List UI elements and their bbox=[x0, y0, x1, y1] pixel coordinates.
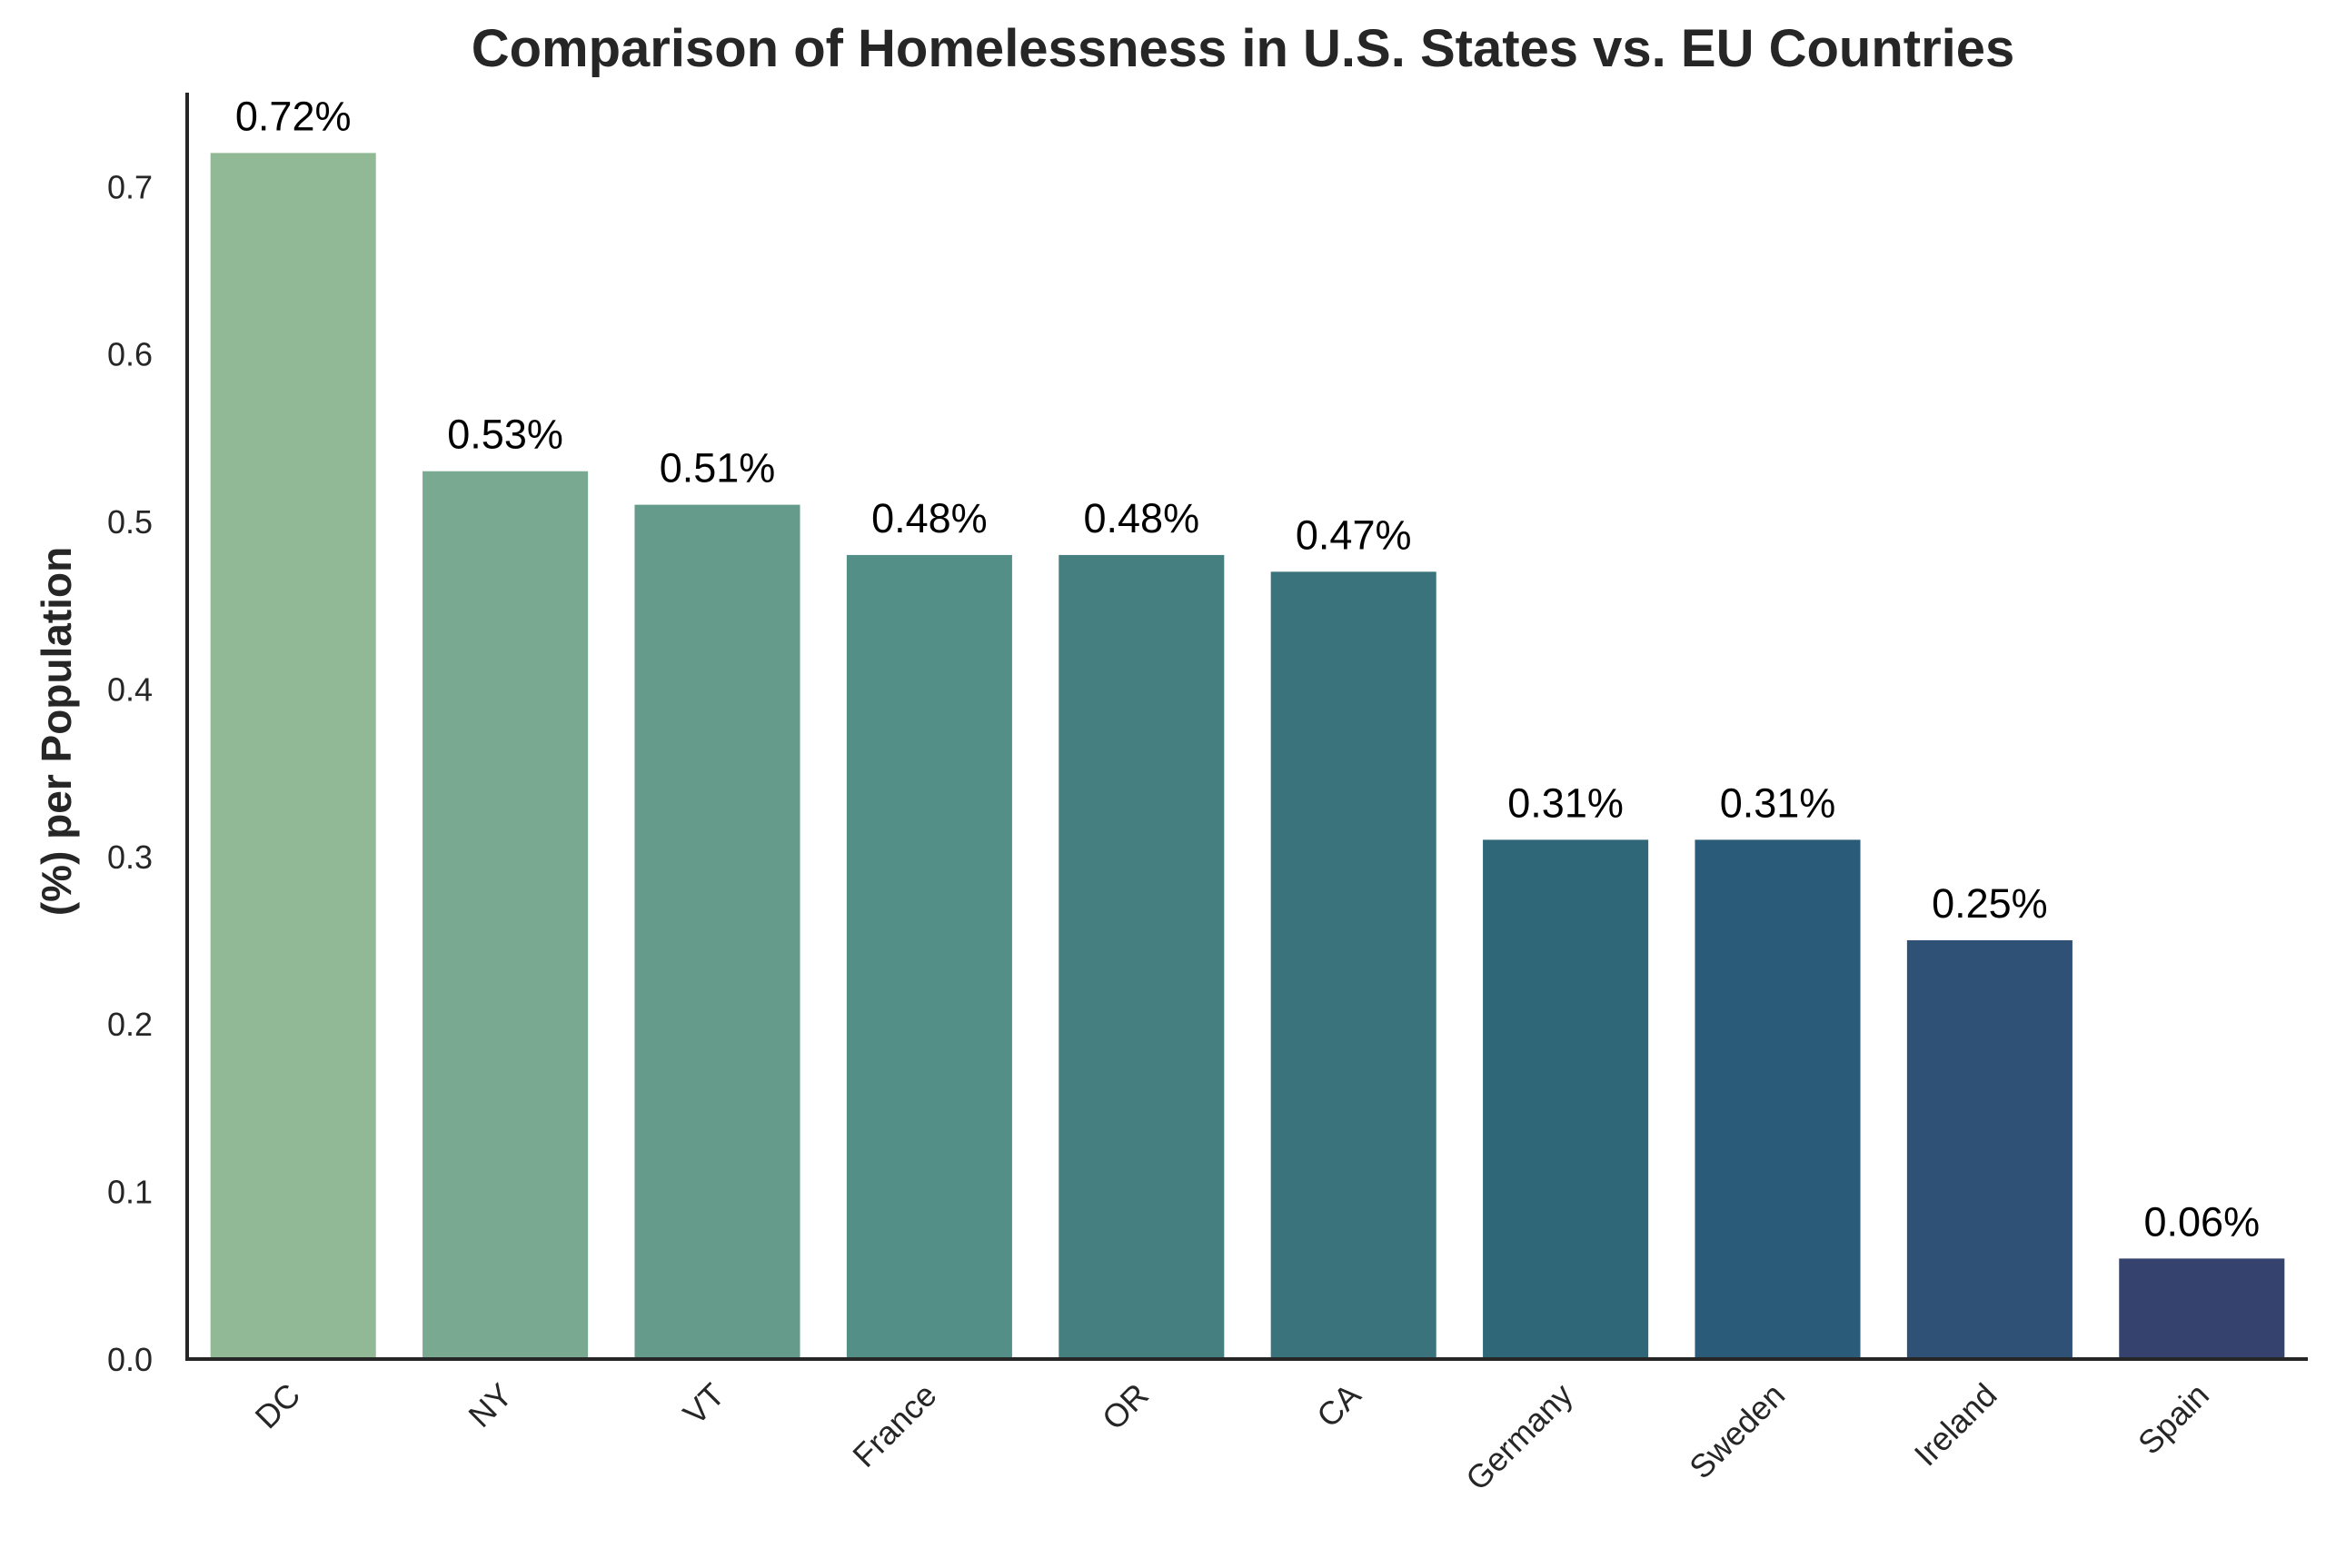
x-tick-label: NY bbox=[461, 1376, 519, 1434]
y-tick-label: 0.1 bbox=[107, 1174, 153, 1211]
data-label: 0.31% bbox=[1720, 779, 1836, 826]
x-axis-ticks: DC NY VT France OR CA Germany Sweden Ireland Spai… bbox=[248, 1376, 2216, 1498]
bar-spain bbox=[2119, 1258, 2285, 1359]
data-label: 0.31% bbox=[1507, 779, 1624, 826]
y-tick-label: 0.6 bbox=[107, 336, 153, 373]
bar-sweden bbox=[1695, 839, 1861, 1359]
y-tick-label: 0.0 bbox=[107, 1341, 153, 1378]
data-label: 0.48% bbox=[871, 495, 988, 541]
x-tick-label: DC bbox=[248, 1376, 308, 1436]
x-tick-label: France bbox=[845, 1376, 943, 1474]
data-label: 0.72% bbox=[235, 93, 352, 139]
x-tick-label: Sweden bbox=[1682, 1376, 1792, 1486]
data-label: 0.53% bbox=[447, 412, 563, 458]
bar-ireland bbox=[1906, 940, 2073, 1359]
data-label: 0.06% bbox=[2143, 1198, 2260, 1245]
y-tick-label: 0.7 bbox=[107, 168, 153, 205]
bars-group bbox=[210, 153, 2285, 1359]
x-tick-label: CA bbox=[1309, 1376, 1367, 1434]
bar-vt bbox=[634, 504, 800, 1359]
y-tick-label: 0.3 bbox=[107, 839, 153, 876]
bar-germany bbox=[1483, 839, 1649, 1359]
x-tick-label: Spain bbox=[2131, 1376, 2216, 1462]
data-label: 0.47% bbox=[1296, 511, 1412, 558]
data-labels-group: 0.72% 0.53% 0.51% 0.48% 0.48% 0.47% 0.31% 0.31%… bbox=[235, 93, 2260, 1245]
chart-title: Comparison of Homelessness in U.S. State… bbox=[472, 19, 2015, 78]
bar-or bbox=[1059, 554, 1225, 1359]
x-tick-label: OR bbox=[1095, 1376, 1156, 1437]
x-tick-label: Ireland bbox=[1907, 1376, 2004, 1474]
y-tick-label: 0.5 bbox=[107, 503, 153, 541]
bar-ca bbox=[1270, 571, 1436, 1359]
data-label: 0.51% bbox=[660, 445, 776, 491]
bar-ny bbox=[422, 471, 589, 1359]
data-label: 0.25% bbox=[1932, 880, 2048, 927]
y-axis-ticks: 0.0 0.1 0.2 0.3 0.4 0.5 0.6 0.7 bbox=[107, 168, 153, 1378]
y-axis-label: (%) per Population bbox=[33, 547, 80, 916]
bar-dc bbox=[210, 153, 376, 1359]
x-tick-label: Germany bbox=[1458, 1376, 1580, 1498]
bar-france bbox=[846, 554, 1012, 1359]
y-tick-label: 0.2 bbox=[107, 1006, 153, 1043]
data-label: 0.48% bbox=[1083, 495, 1199, 541]
x-tick-label: VT bbox=[676, 1376, 732, 1433]
y-tick-label: 0.4 bbox=[107, 670, 153, 708]
